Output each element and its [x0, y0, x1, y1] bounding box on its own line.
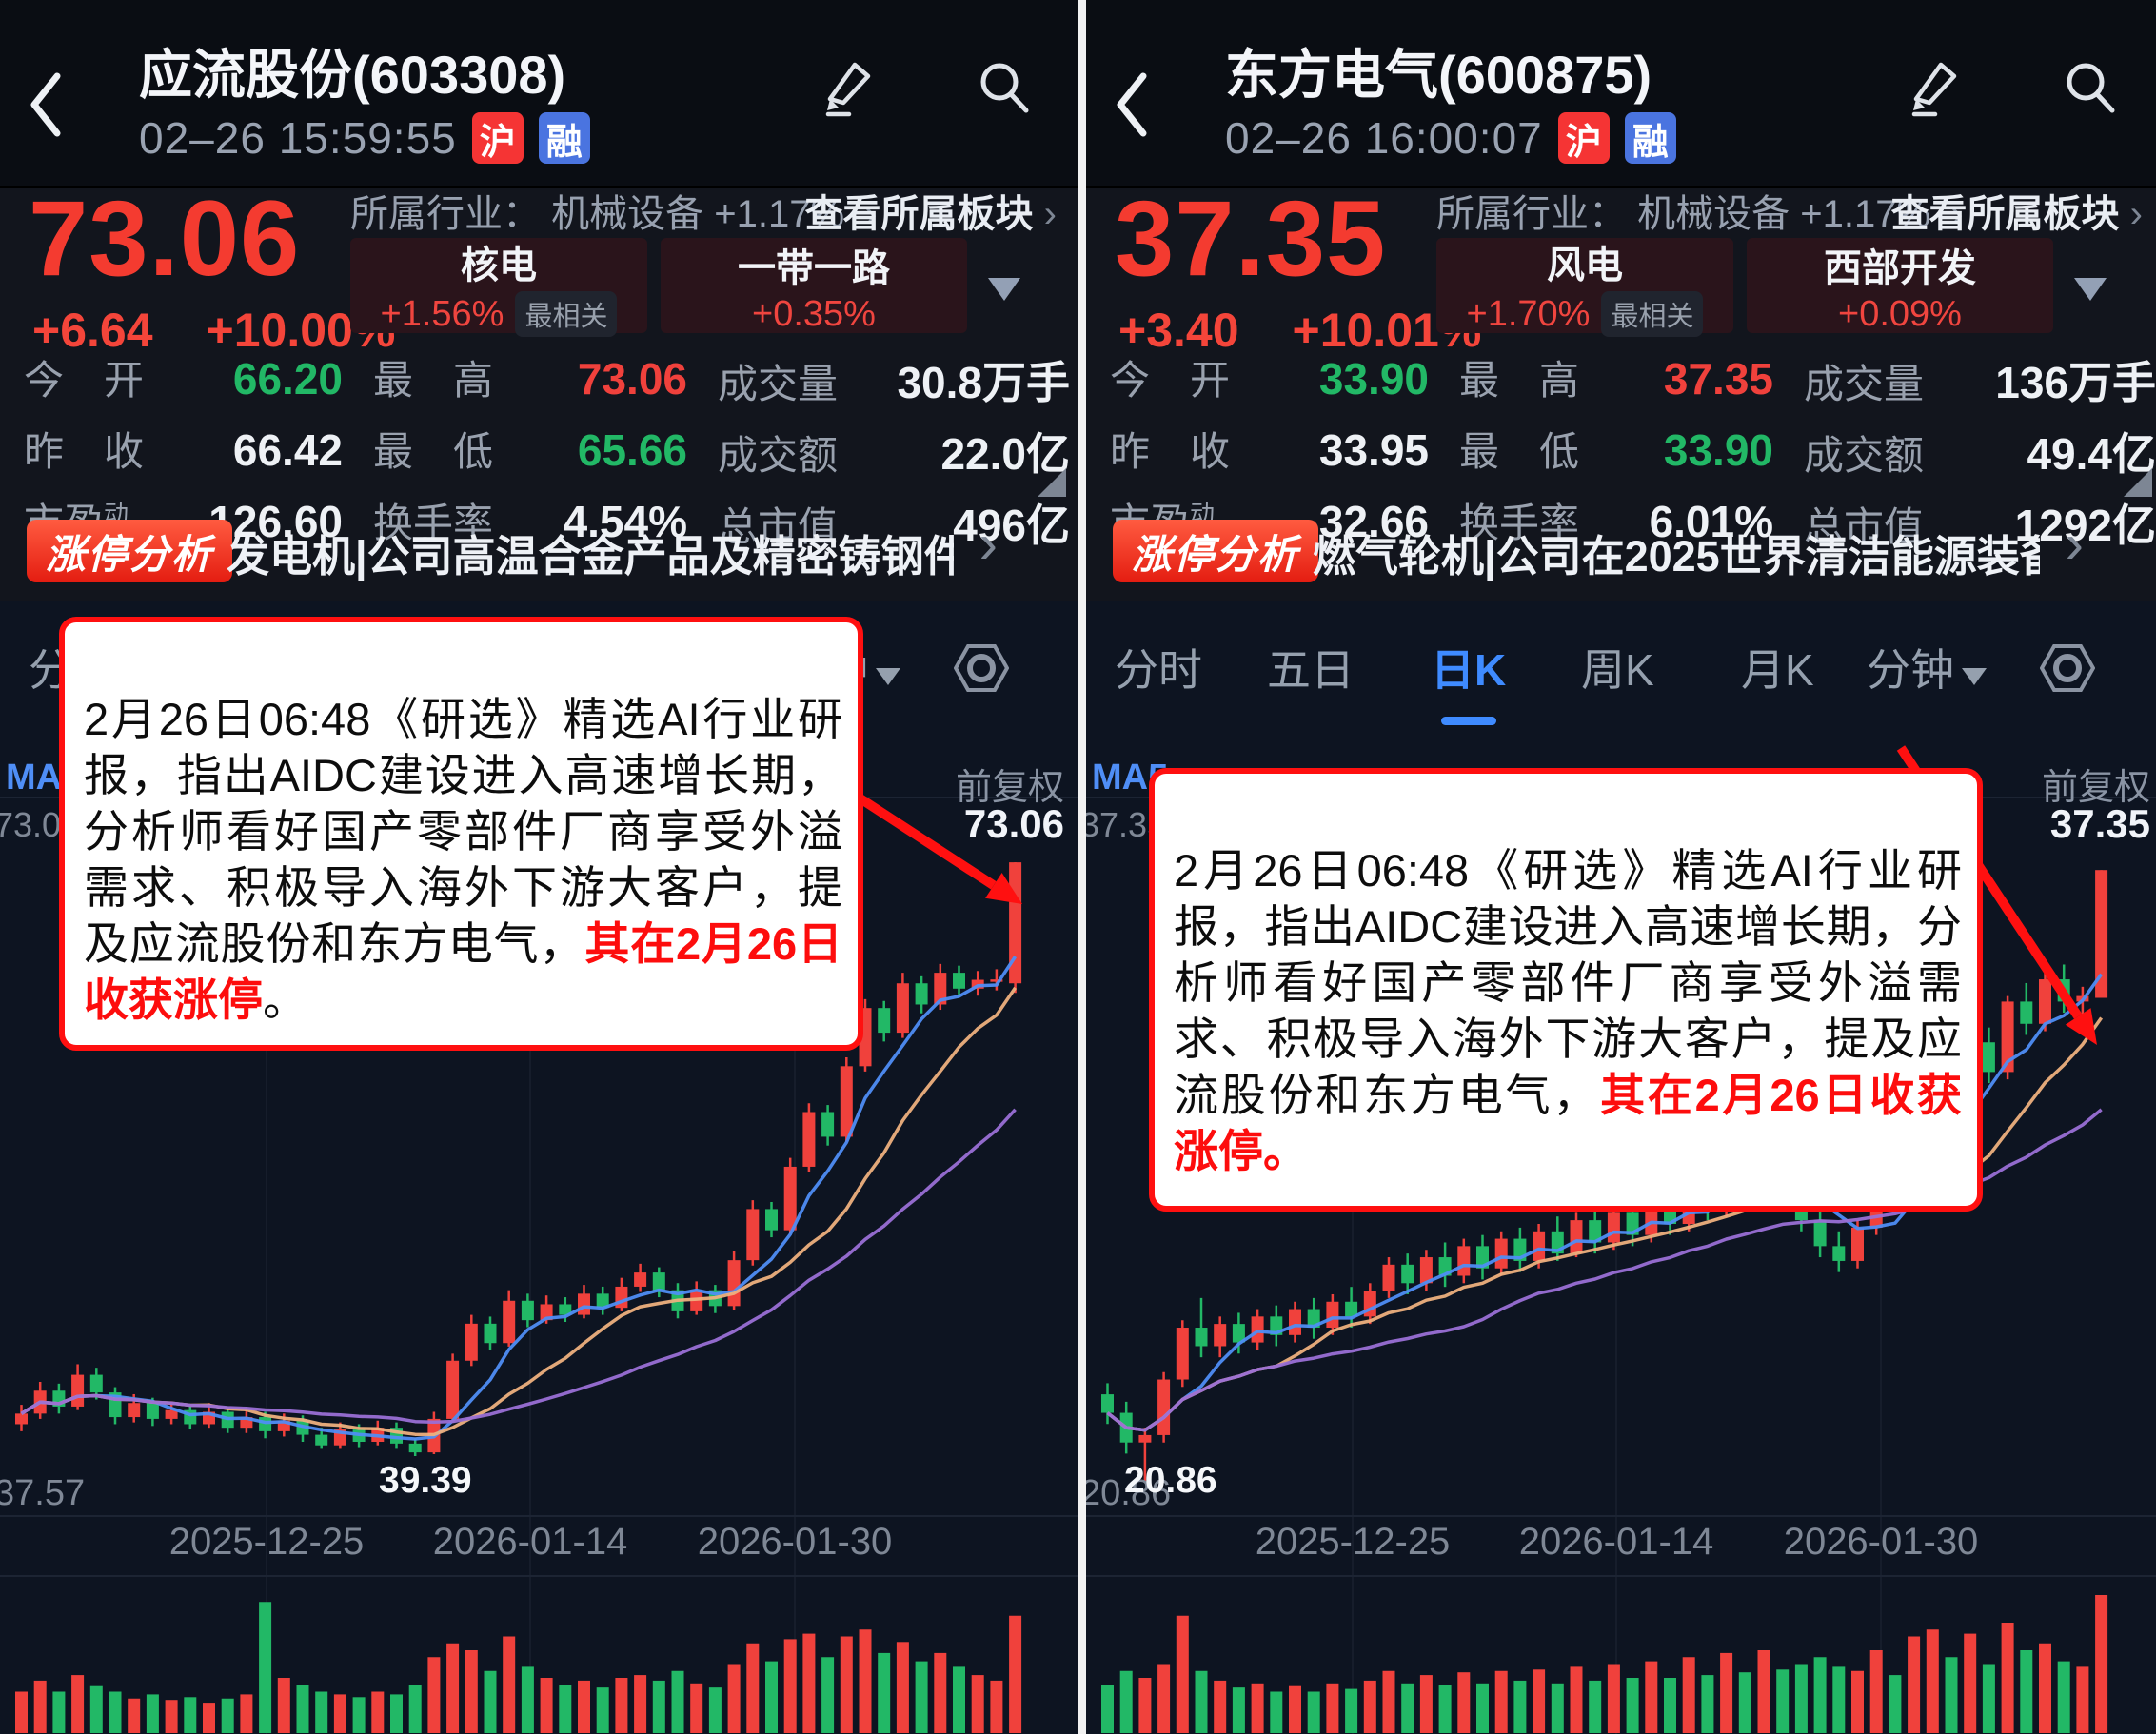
- tab-monthly-k[interactable]: 月K: [1741, 645, 1814, 695]
- axis-date: 2026-01-30: [1783, 1521, 1979, 1563]
- shanghai-market-badge: 沪: [471, 112, 524, 164]
- kline-chart[interactable]: [0, 0, 1078, 1734]
- stat-cell: 最高 73.06: [373, 354, 687, 404]
- industry-value: 机械设备 +1.17%: [551, 193, 845, 235]
- expand-stats-triangle[interactable]: [1038, 468, 1066, 497]
- back-button[interactable]: [1111, 69, 1153, 141]
- margin-trading-badge: 融: [1624, 112, 1676, 164]
- limit-up-analysis-badge: 涨停分析: [27, 520, 233, 582]
- quote-stats-grid: 今开 66.20 最高 73.06 成交量 30.8万手 昨收 66.42 最低 65.6…: [24, 348, 1070, 554]
- adjust-mode-label[interactable]: 前复权: [2041, 768, 2150, 808]
- stat-cell: 最高 37.35: [1459, 354, 1773, 404]
- industry-label: 所属行业：: [350, 193, 541, 235]
- tab-weekly-k[interactable]: 周K: [1581, 645, 1654, 695]
- stat-cell: 昨收 66.42: [24, 425, 343, 475]
- low-point-marker: 20.86: [1124, 1460, 1217, 1501]
- concept-tag-secondary[interactable]: 一带一路 +0.35%: [661, 238, 967, 334]
- limit-up-analysis-row[interactable]: 涨停分析 发电机|公司高温合金产品及精密铸钢件产品… ›: [0, 510, 1078, 600]
- last-price: 37.35: [1115, 179, 1387, 298]
- edit-icon[interactable]: [817, 55, 876, 123]
- price-change: +6.64: [32, 304, 153, 357]
- stat-cell: 最低 33.90: [1459, 425, 1773, 475]
- axis-date: 2025-12-25: [168, 1521, 365, 1563]
- shanghai-market-badge: 沪: [1557, 112, 1610, 164]
- concept-tag-secondary[interactable]: 西部开发 +0.09%: [1747, 238, 2053, 334]
- chevron-right-icon: ›: [1043, 193, 1057, 235]
- concept-tag-primary[interactable]: 风电 +1.70% 最相关: [1436, 238, 1733, 337]
- industry-link[interactable]: 所属行业： 机械设备 +1.17% ›: [350, 183, 877, 238]
- annotation-box: 2月26日06:48《研选》精选AI行业研报，指出AIDC建设进入高速增长期，分…: [1149, 768, 1983, 1212]
- tab-timeline[interactable]: 分时: [1115, 645, 1202, 695]
- dropdown-arrow-icon: [1962, 668, 1987, 685]
- concept-tag-primary[interactable]: 核电 +1.56% 最相关: [350, 238, 647, 337]
- axis-min-price: 20.86: [1086, 1473, 1172, 1513]
- stock-title: 应流股份(603308): [139, 45, 566, 105]
- chevron-right-icon: ›: [2065, 513, 2084, 575]
- industry-label: 所属行业：: [1436, 193, 1627, 235]
- stat-cell: 昨收 33.95: [1110, 425, 1429, 475]
- title-bar: 东方电气(600875) 02–26 16:00:07 沪 融: [1086, 0, 2156, 188]
- stat-cell: 换手率 4.54%: [373, 497, 687, 546]
- adjust-mode-label[interactable]: 前复权: [955, 768, 1064, 808]
- axis-max-price: 37.35: [2049, 801, 2150, 846]
- expand-stats-triangle[interactable]: [2124, 468, 2152, 497]
- tags-expand-arrow[interactable]: [988, 278, 1020, 301]
- chevron-right-icon: ›: [864, 193, 878, 235]
- search-icon[interactable]: [2061, 55, 2120, 123]
- quote-timestamp: 02–26 16:00:07: [1225, 113, 1543, 163]
- tab-5day[interactable]: 五日: [1267, 645, 1355, 695]
- axis-min-price: 37.57: [0, 1473, 86, 1513]
- stat-cell: 换手率 6.01%: [1459, 497, 1773, 546]
- back-button[interactable]: [25, 69, 67, 141]
- axis-max-price: 73.06: [963, 801, 1064, 846]
- title-bar: 应流股份(603308) 02–26 15:59:55 沪 融: [0, 0, 1078, 188]
- industry-value: 机械设备 +1.17%: [1637, 193, 1931, 235]
- stat-cell: 最低 65.66: [373, 425, 687, 475]
- panel-divider: [1078, 0, 1086, 1734]
- quote-stats-grid: 今开 33.90 最高 37.35 成交量 136万手 昨收 33.95 最低 33.90…: [1110, 348, 2156, 554]
- axis-date: 2026-01-14: [432, 1521, 628, 1563]
- chevron-right-icon: ›: [2129, 193, 2143, 235]
- limit-up-analysis-row[interactable]: 涨停分析 燃气轮机|公司在2025世界清洁能源装备大… ›: [1086, 510, 2156, 600]
- price-change: +3.40: [1118, 304, 1239, 357]
- tab-daily-k[interactable]: 日K: [1431, 636, 1506, 699]
- stock-panel: 应流股份(603308) 02–26 15:59:55 沪 融 73.06 +6…: [0, 0, 1078, 1734]
- last-price: 73.06: [29, 179, 301, 298]
- tags-expand-arrow[interactable]: [2074, 278, 2107, 301]
- industry-link[interactable]: 所属行业： 机械设备 +1.17% ›: [1436, 183, 1963, 238]
- annotation-box: 2月26日06:48《研选》精选AI行业研报，指出AIDC建设进入高速增长期，分…: [59, 617, 863, 1051]
- stat-cell: 今开 33.90: [1110, 354, 1429, 404]
- limit-up-analysis-badge: 涨停分析: [1113, 520, 1319, 582]
- edit-icon[interactable]: [1903, 55, 1962, 123]
- stat-cell: 成交量 136万手: [1804, 358, 2156, 407]
- limit-up-headline: 燃气轮机|公司在2025世界清洁能源装备大…: [1313, 532, 2040, 581]
- search-icon[interactable]: [975, 55, 1034, 123]
- dropdown-arrow-icon: [876, 668, 900, 685]
- quote-timestamp: 02–26 15:59:55: [139, 113, 457, 163]
- chevron-right-icon: ›: [1950, 193, 1964, 235]
- chart-settings-icon[interactable]: [953, 640, 1010, 701]
- low-point-marker: 39.39: [379, 1460, 472, 1501]
- most-related-badge: 最相关: [515, 291, 618, 337]
- chart-settings-icon[interactable]: [2039, 640, 2096, 701]
- stat-cell: 总市值 496亿: [718, 501, 1070, 550]
- stat-cell: 成交额 22.0亿: [718, 429, 1070, 479]
- stat-cell: 今开 66.20: [24, 354, 343, 404]
- limit-up-headline: 发电机|公司高温合金产品及精密铸钢件产品…: [227, 532, 954, 581]
- stat-cell: 成交量 30.8万手: [718, 358, 1070, 407]
- view-sector-link[interactable]: 查看所属板块 ›: [1890, 193, 2143, 235]
- view-sector-link[interactable]: 查看所属板块 ›: [804, 193, 1057, 235]
- margin-trading-badge: 融: [538, 112, 590, 164]
- chevron-right-icon: ›: [979, 513, 998, 575]
- most-related-badge: 最相关: [1601, 291, 1704, 337]
- axis-date: 2026-01-30: [697, 1521, 893, 1563]
- stock-panel: 东方电气(600875) 02–26 16:00:07 沪 融 37.35 +3…: [1086, 0, 2156, 1734]
- axis-date: 2026-01-14: [1518, 1521, 1714, 1563]
- axis-date: 2025-12-25: [1255, 1521, 1451, 1563]
- stat-cell: 总市值 1292亿: [1804, 501, 2156, 550]
- stock-title: 东方电气(600875): [1225, 45, 1652, 105]
- tab-minute[interactable]: 分钟: [1867, 636, 1987, 699]
